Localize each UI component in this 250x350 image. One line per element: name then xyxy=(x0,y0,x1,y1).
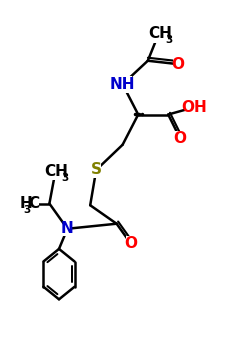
Text: H: H xyxy=(20,196,32,211)
Text: S: S xyxy=(91,162,102,177)
Text: O: O xyxy=(174,131,187,146)
Bar xyxy=(62,221,72,237)
Bar xyxy=(152,25,176,43)
Text: N: N xyxy=(61,221,74,236)
Bar xyxy=(186,100,203,116)
Text: C: C xyxy=(28,196,39,211)
Text: 3: 3 xyxy=(165,35,172,45)
Text: CH: CH xyxy=(44,164,68,179)
Text: 3: 3 xyxy=(24,205,31,215)
Text: 3: 3 xyxy=(62,173,68,183)
Text: NH: NH xyxy=(110,77,135,92)
Bar xyxy=(48,163,72,180)
Bar xyxy=(92,162,101,178)
Bar xyxy=(176,131,185,146)
Bar xyxy=(126,236,136,252)
Bar xyxy=(173,56,182,72)
Text: OH: OH xyxy=(182,100,208,115)
Bar xyxy=(113,76,132,93)
Bar xyxy=(12,195,38,212)
Text: O: O xyxy=(124,236,138,251)
Text: CH: CH xyxy=(148,26,172,41)
Text: O: O xyxy=(171,57,184,72)
